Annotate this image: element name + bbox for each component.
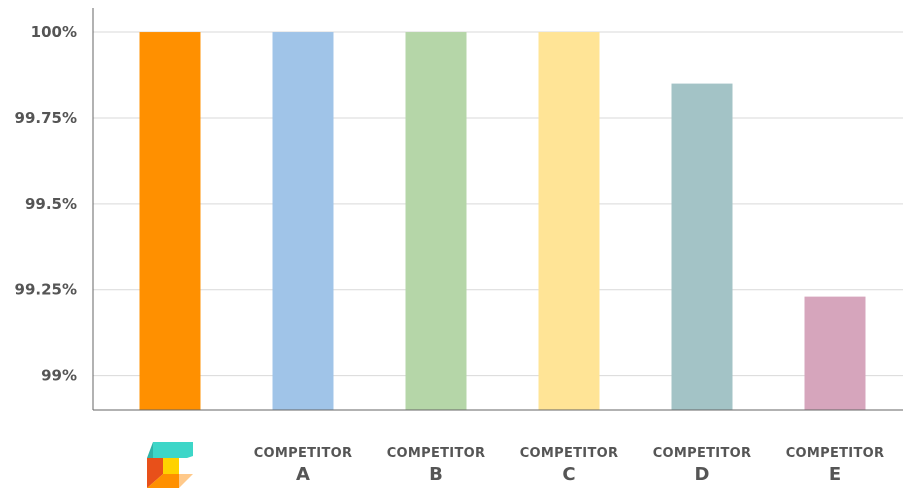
category-label: COMPETITOR <box>520 446 619 461</box>
y-tick-label: 99.25% <box>15 281 77 299</box>
category-label: COMPETITOR <box>653 446 752 461</box>
bar <box>405 32 467 411</box>
bar <box>139 32 201 411</box>
category-label: COMPETITOR <box>786 446 885 461</box>
y-tick-label: 99.75% <box>15 109 77 127</box>
bar <box>538 32 600 411</box>
category-letter: A <box>296 464 310 485</box>
y-tick-label: 100% <box>31 23 77 41</box>
category-letter: E <box>829 464 841 485</box>
category-letter: D <box>695 464 710 485</box>
bar <box>671 83 733 410</box>
category-letter: B <box>429 464 443 485</box>
y-axis-tick-labels: 100% 99.75% 99.5% 99.25% 99% <box>15 23 77 385</box>
y-tick-label: 99% <box>41 367 77 385</box>
bar <box>272 32 334 411</box>
gridlines <box>93 31 903 377</box>
x-axis-category-labels: COMPETITOR A COMPETITOR B COMPETITOR C COMPETI… <box>147 442 884 488</box>
bar <box>804 296 866 410</box>
y-tick-label: 99.5% <box>25 195 77 213</box>
bars <box>139 32 866 411</box>
category-label: COMPETITOR <box>254 446 353 461</box>
brand-logo-icon <box>147 442 193 488</box>
category-label: COMPETITOR <box>387 446 486 461</box>
category-letter: C <box>562 464 575 485</box>
